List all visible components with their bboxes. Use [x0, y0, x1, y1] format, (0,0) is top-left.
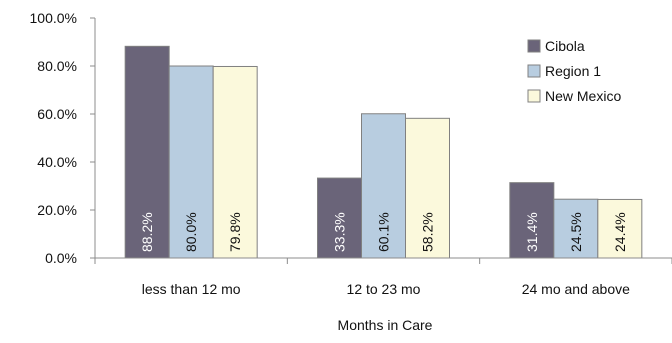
x-axis-title: Months in Care — [338, 317, 433, 333]
bar-new-mexico — [212, 65, 258, 259]
data-label: 80.0% — [183, 212, 199, 252]
y-tick-label: 40.0% — [37, 154, 77, 170]
legend-label: Region 1 — [545, 63, 601, 79]
data-label: 60.1% — [376, 212, 392, 252]
bar-region-1 — [361, 113, 406, 259]
bar-cibola — [317, 177, 362, 259]
data-label: 24.5% — [568, 212, 584, 252]
legend-label: Cibola — [545, 38, 585, 54]
x-tick-label: less than 12 mo — [142, 281, 241, 297]
legend-swatch — [527, 39, 541, 53]
y-tick-label: 20.0% — [37, 202, 77, 218]
bar-new-mexico — [405, 117, 450, 259]
data-label: 31.4% — [524, 212, 540, 252]
y-tick-label: 100.0% — [30, 10, 77, 26]
data-label: 88.2% — [139, 212, 155, 252]
bar-region-1 — [168, 65, 214, 259]
bar-cibola — [509, 182, 555, 259]
x-tick-label: 24 mo and above — [522, 281, 630, 297]
data-label: 24.4% — [612, 212, 628, 252]
data-label: 58.2% — [420, 212, 436, 252]
bar-region-1 — [553, 198, 599, 259]
y-tick-label: 80.0% — [37, 58, 77, 74]
y-tick-label: 60.0% — [37, 106, 77, 122]
legend-swatch — [527, 64, 541, 78]
bar-new-mexico — [597, 198, 643, 259]
data-label: 33.3% — [332, 212, 348, 252]
bars: 88.2% 80.0% 79.8% 33.3% 60.1% 58.2% 31.4% 24.5%… — [124, 45, 643, 259]
x-axis: less than 12 mo 12 to 23 mo 24 mo and abov… — [94, 257, 672, 297]
legend-label: New Mexico — [545, 88, 621, 104]
legend: Cibola Region 1 New Mexico — [527, 38, 621, 104]
data-label: 79.8% — [227, 212, 243, 252]
y-axis: 0.0% 20.0% 40.0% 60.0% 80.0% 100.0% — [30, 10, 96, 266]
x-tick-label: 12 to 23 mo — [347, 281, 421, 297]
legend-swatch — [527, 89, 541, 103]
y-tick-label: 0.0% — [45, 250, 77, 266]
